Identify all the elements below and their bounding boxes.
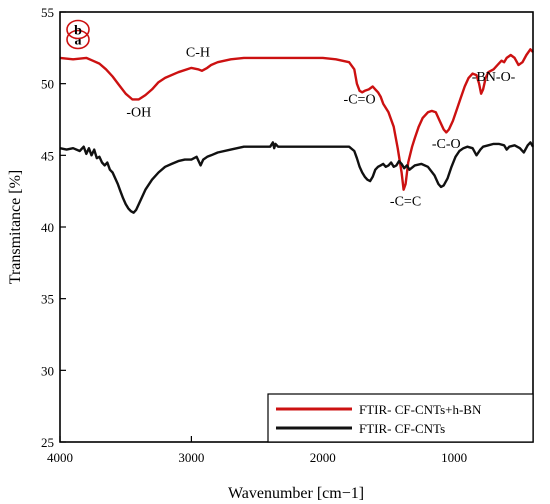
panel-label-b: b xyxy=(74,24,82,39)
y-tick-label: 45 xyxy=(41,148,54,163)
x-tick-label: 1000 xyxy=(441,450,467,465)
x-axis-label: Wavenumber [cm−1] xyxy=(228,485,364,502)
y-tick-label: 35 xyxy=(41,292,54,307)
panel-label-circle xyxy=(66,29,90,50)
peak-annotations: -OH C-H -C=O -C-O -BN-O- -C=C xyxy=(126,45,515,209)
series-layer xyxy=(59,48,535,214)
legend-box xyxy=(267,393,534,443)
y-tick-label: 30 xyxy=(41,363,54,378)
x-tick-label: 2000 xyxy=(310,450,336,465)
peak-annotation: -C=O xyxy=(344,93,376,108)
legend: FTIR- CF-CNTs+h-BN FTIR- CF-CNTs xyxy=(267,393,534,443)
x-tick-label: 3000 xyxy=(178,450,204,465)
series-line-cf-cnts xyxy=(59,141,535,214)
y-axis-label: Transmitance [%] xyxy=(7,170,24,285)
panel-label-a: a xyxy=(75,34,82,49)
y-tick-label: 55 xyxy=(41,5,54,20)
panel-labels: ab xyxy=(66,19,90,50)
y-axis-ticks: 25 30 35 40 45 50 55 xyxy=(41,5,66,450)
y-tick-label: 25 xyxy=(41,435,54,450)
x-axis-ticks: 4000 3000 2000 1000 xyxy=(47,436,467,465)
peak-annotation: C-H xyxy=(186,45,210,60)
y-tick-label: 40 xyxy=(41,220,54,235)
peak-annotation: -C=C xyxy=(390,195,421,210)
legend-label-series-b: FTIR- CF-CNTs xyxy=(359,421,445,436)
peak-annotation: -BN-O- xyxy=(472,70,516,85)
peak-annotation: -OH xyxy=(126,106,151,121)
plot-frame xyxy=(59,11,534,443)
x-tick-label: 4000 xyxy=(47,450,73,465)
legend-label-series-a: FTIR- CF-CNTs+h-BN xyxy=(359,402,482,417)
peak-annotation: -C-O xyxy=(432,137,461,152)
series-line-cf-cnts-h-bn xyxy=(59,48,534,191)
panel-label-circle xyxy=(66,19,90,40)
y-tick-label: 50 xyxy=(41,77,54,92)
